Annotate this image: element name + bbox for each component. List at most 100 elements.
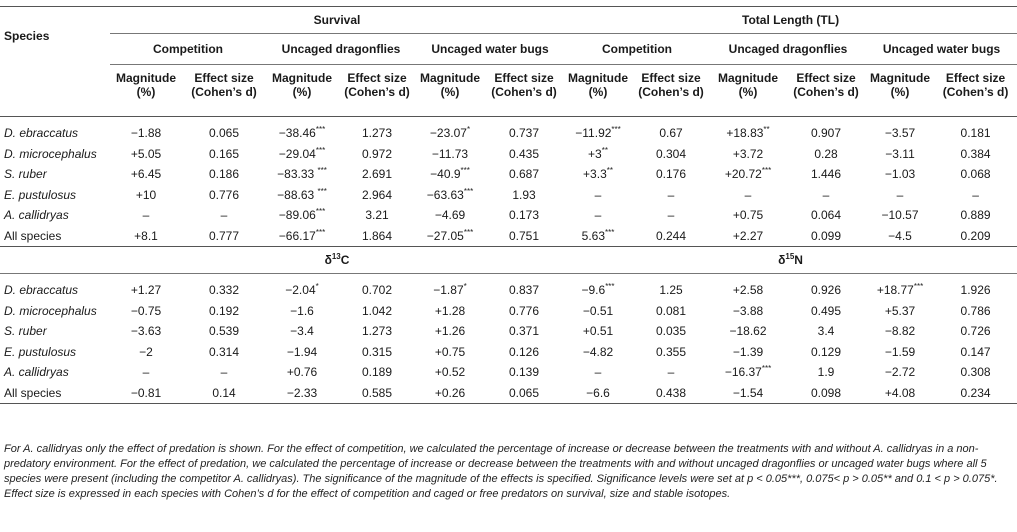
magnitude-cell: – <box>594 187 602 202</box>
table-row: S. ruber +6.45 0.186 −83.33 *** 2.691 −40.9**… <box>0 164 1017 185</box>
effect-size-cell: 0.355 <box>656 344 687 359</box>
effect-size-cell: 0.777 <box>182 225 266 247</box>
magnitude-cell: +5.05 <box>130 146 162 161</box>
magnitude-cell: – <box>594 365 602 380</box>
magnitude-cell: −38.46*** <box>278 125 326 141</box>
survival-waterbugs-header: Uncaged water bugs <box>416 33 565 65</box>
effect-size-cell: 0.889 <box>960 208 991 223</box>
effect-size-cell: 0.186 <box>208 167 240 182</box>
effect-size-cell: 0.308 <box>960 365 991 380</box>
effect-size-cell: 0.244 <box>632 225 711 247</box>
magnitude-cell: −3.11 <box>885 146 915 161</box>
effect-size-cell: 0.192 <box>208 303 240 318</box>
effect-size-header: Effect size (Cohen’s d) <box>182 64 266 117</box>
effect-size-cell: 0.181 <box>960 126 991 141</box>
magnitude-cell: +0.26 <box>416 382 484 404</box>
isotope-body: D. ebraccatus +1.27 0.332 −2.04* 0.702 −1.87*… <box>0 274 1017 404</box>
magnitude-cell: −27.05*** <box>416 225 484 247</box>
effect-size-cell: 0.176 <box>656 167 687 182</box>
table-row: A. callidryas – – +0.76 0.189 +0.52 0.139 – – −16… <box>0 362 1017 383</box>
effect-size-cell: 0.539 <box>208 324 240 339</box>
survival-header: Survival <box>110 6 565 34</box>
species-cell: D. microcephalus <box>4 146 97 161</box>
effect-size-cell: 0.702 <box>361 283 393 298</box>
magnitude-cell: +3** <box>588 145 608 161</box>
survival-competition-header: Competition <box>110 33 266 65</box>
magnitude-cell: −0.75 <box>130 303 162 318</box>
magnitude-cell: −29.04*** <box>278 145 326 161</box>
magnitude-cell: +0.76 <box>286 365 318 380</box>
effect-size-cell: 0.751 <box>484 225 565 247</box>
effect-size-cell: 0.438 <box>632 382 711 404</box>
effect-size-cell: 0.068 <box>960 167 991 182</box>
magnitude-cell: −4.82 <box>582 344 614 359</box>
magnitude-cell: −11.92*** <box>575 125 621 141</box>
magnitude-cell: −1.94 <box>286 344 318 359</box>
magnitude-cell: −3.88 <box>732 303 764 318</box>
effect-size-cell: 0.837 <box>508 283 540 298</box>
results-table: Species Survival Total Length (TL) Compe… <box>0 6 1017 404</box>
effect-size-cell: 0.495 <box>811 303 842 318</box>
magnitude-cell: +5.37 <box>884 303 916 318</box>
effect-size-cell: 3.21 <box>365 208 389 223</box>
table-row: D. microcephalus −0.75 0.192 −1.6 1.042 +1.28… <box>0 301 1017 322</box>
magnitude-cell: +18.77*** <box>876 282 924 298</box>
effect-size-cell: 0.147 <box>960 344 991 359</box>
table-row: E. pustulosus −2 0.314 −1.94 0.315 +0.75 0.126… <box>0 342 1017 363</box>
d13c-header: δ13C <box>110 246 565 274</box>
magnitude-cell: – <box>142 365 150 380</box>
magnitude-header: Magnitude (%) <box>866 64 935 117</box>
effect-size-header: Effect size (Cohen’s d) <box>632 64 711 117</box>
effect-size-header: Effect size (Cohen’s d) <box>934 64 1017 117</box>
magnitude-cell: +18.83** <box>726 125 770 141</box>
magnitude-cell: −11.73 <box>431 146 469 161</box>
magnitude-cell: +8.1 <box>110 225 182 247</box>
magnitude-cell: −83.33 *** <box>277 166 327 182</box>
effect-size-cell: 1.446 <box>811 167 842 182</box>
species-header: Species <box>0 6 110 65</box>
effect-size-cell: – <box>822 187 830 202</box>
effect-size-cell: 0.435 <box>508 146 540 161</box>
magnitude-cell: +2.27 <box>710 225 787 247</box>
magnitude-cell: −66.17*** <box>266 225 338 247</box>
magnitude-header: Magnitude (%) <box>266 64 338 117</box>
magnitude-cell: −1.88 <box>130 126 162 141</box>
magnitude-cell: −1.6 <box>290 303 314 318</box>
magnitude-cell: +0.52 <box>434 365 466 380</box>
effect-size-cell: 0.332 <box>208 283 240 298</box>
magnitude-cell: −10.57 <box>881 208 919 223</box>
effect-size-cell: 0.384 <box>960 146 991 161</box>
magnitude-cell: −4.5 <box>866 225 935 247</box>
effect-size-cell: 1.926 <box>960 283 991 298</box>
magnitude-cell: +6.45 <box>130 167 162 182</box>
effect-size-cell: – <box>220 365 228 380</box>
magnitude-cell: +1.26 <box>434 324 466 339</box>
magnitude-header: Magnitude (%) <box>710 64 787 117</box>
effect-size-cell: 0.165 <box>208 146 240 161</box>
effect-size-cell: 1.864 <box>338 225 416 247</box>
effect-size-cell: 0.064 <box>811 208 842 223</box>
effect-size-header: Effect size (Cohen’s d) <box>484 64 565 117</box>
species-cell: All species <box>0 225 110 247</box>
effect-size-cell: 0.687 <box>508 167 540 182</box>
effect-size-cell: 1.273 <box>361 126 393 141</box>
magnitude-cell: −3.63 <box>130 324 162 339</box>
magnitude-cell: −8.82 <box>884 324 916 339</box>
effect-size-cell: 0.304 <box>656 146 687 161</box>
effect-size-cell: – <box>220 208 228 223</box>
effect-size-cell: 2.691 <box>361 167 393 182</box>
effect-size-cell: 0.139 <box>508 365 540 380</box>
effect-size-cell: 0.065 <box>484 382 565 404</box>
effect-size-cell: 0.907 <box>811 126 842 141</box>
magnitude-cell: +20.72*** <box>724 166 772 182</box>
effect-size-cell: 1.042 <box>361 303 393 318</box>
effect-size-header: Effect size (Cohen’s d) <box>786 64 867 117</box>
effect-size-cell: 1.9 <box>817 365 835 380</box>
table-row: D. ebraccatus +1.27 0.332 −2.04* 0.702 −1.87*… <box>0 274 1017 301</box>
effect-size-cell: 2.964 <box>361 187 393 202</box>
magnitude-cell: −3.4 <box>290 324 314 339</box>
effect-size-cell: – <box>667 208 675 223</box>
effect-size-cell: 0.926 <box>811 283 842 298</box>
magnitude-cell: +10 <box>135 187 157 202</box>
d15n-header: δ15N <box>564 246 1017 274</box>
